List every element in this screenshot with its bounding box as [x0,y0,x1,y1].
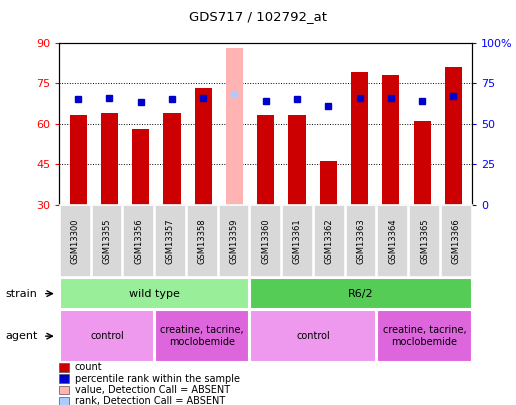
Text: value, Detection Call = ABSENT: value, Detection Call = ABSENT [75,385,230,395]
Bar [413,121,431,205]
Text: creatine, tacrine,
moclobemide: creatine, tacrine, moclobemide [160,325,244,347]
Text: strain: strain [5,289,37,298]
Bar [70,115,87,205]
Text: GSM13357: GSM13357 [166,218,175,264]
Bar [132,129,149,205]
Bar [382,75,399,205]
Text: creatine, tacrine,
moclobemide: creatine, tacrine, moclobemide [383,325,466,347]
Text: GSM13359: GSM13359 [230,218,238,264]
Bar [257,115,275,205]
Text: GSM13355: GSM13355 [103,218,111,264]
Text: agent: agent [5,331,38,341]
Text: GSM13358: GSM13358 [198,218,207,264]
Text: GSM13365: GSM13365 [420,218,429,264]
Text: GSM13356: GSM13356 [134,218,143,264]
Text: control: control [297,331,330,341]
Text: GSM13362: GSM13362 [325,218,334,264]
Text: wild type: wild type [129,289,180,298]
Text: GSM13363: GSM13363 [357,218,365,264]
Bar [101,113,118,205]
Text: GSM13361: GSM13361 [293,218,302,264]
Text: GDS717 / 102792_at: GDS717 / 102792_at [189,10,327,23]
Bar [351,72,368,205]
Text: rank, Detection Call = ABSENT: rank, Detection Call = ABSENT [75,396,225,405]
Bar [164,113,181,205]
Bar [226,48,243,205]
Text: percentile rank within the sample: percentile rank within the sample [75,374,240,384]
Bar [195,88,212,205]
Text: R6/2: R6/2 [348,289,374,298]
Text: GSM13360: GSM13360 [261,218,270,264]
Text: GSM13300: GSM13300 [71,218,79,264]
Text: GSM13366: GSM13366 [452,218,461,264]
Bar [445,67,462,205]
Text: control: control [90,331,124,341]
Bar [320,161,337,205]
Text: count: count [75,362,103,372]
Text: GSM13364: GSM13364 [388,218,397,264]
Bar [288,115,305,205]
